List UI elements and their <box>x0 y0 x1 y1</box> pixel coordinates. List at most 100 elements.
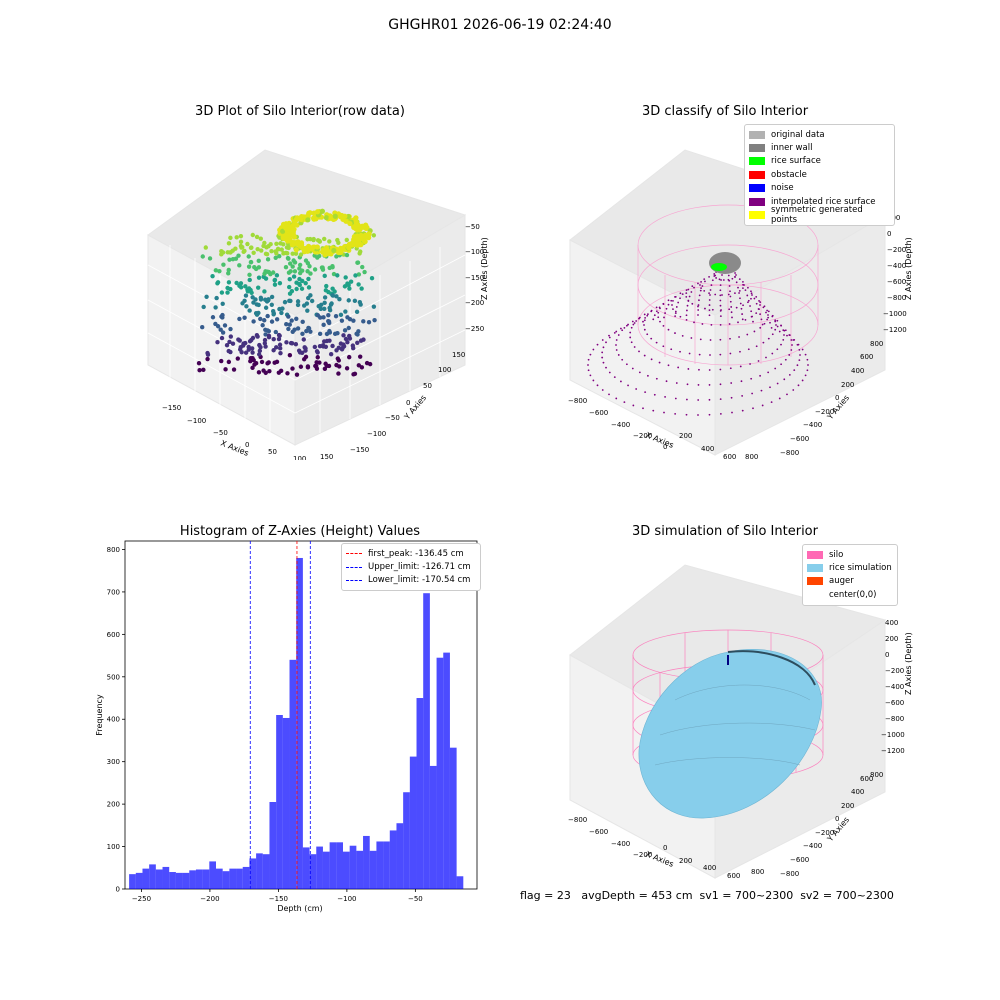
legend-item: Upper_limit: -126.71 cm <box>346 560 476 573</box>
classify-y-tick: −200 <box>815 408 834 416</box>
raw-x-tick: 150 <box>320 453 333 460</box>
raw-point <box>230 256 236 262</box>
histogram-x-tick-label: −100 <box>337 895 356 903</box>
raw-point <box>196 360 202 366</box>
interpolated-point <box>665 380 668 383</box>
raw-point <box>305 365 311 370</box>
raw-point <box>258 236 263 241</box>
raw-point <box>284 322 289 327</box>
simulation-z-tick: −1000 <box>881 731 905 739</box>
histogram-bar <box>289 659 297 889</box>
interpolated-point <box>657 316 660 319</box>
raw-point <box>292 269 298 274</box>
raw-point <box>222 323 228 328</box>
simulation-3d-plot: −800 −600 −400 −200 0 200 400 600 800 X … <box>568 564 913 880</box>
interpolated-point <box>698 353 701 356</box>
raw-point <box>344 366 350 371</box>
raw-point <box>291 274 297 279</box>
raw-point <box>297 262 303 268</box>
raw-point <box>336 345 341 351</box>
interpolated-point <box>665 307 668 310</box>
interpolated-point <box>699 284 701 286</box>
raw-point <box>317 331 323 337</box>
raw-point <box>278 368 284 374</box>
interpolated-point <box>592 348 595 351</box>
simulation-plot-title: 3D simulation of Silo Interior <box>632 524 818 539</box>
interpolated-point <box>686 383 689 386</box>
raw-point <box>234 280 239 286</box>
interpolated-point <box>786 393 788 396</box>
legend-swatch <box>749 184 765 193</box>
raw-point <box>256 275 262 280</box>
raw-point <box>326 319 332 324</box>
raw-point <box>367 361 373 367</box>
raw-point <box>328 215 334 221</box>
interpolated-point <box>646 333 649 336</box>
legend-swatch <box>807 590 823 599</box>
interpolated-point <box>652 409 655 412</box>
raw-point <box>286 256 291 261</box>
interpolated-point <box>698 299 700 302</box>
raw-y-label: Y Axies <box>402 393 428 422</box>
raw-point <box>351 372 356 377</box>
raw-point <box>315 350 320 355</box>
interpolated-point <box>686 309 688 312</box>
histogram-bar <box>162 866 170 889</box>
interpolated-point <box>644 316 647 319</box>
simulation-z-tick: −1200 <box>881 747 905 755</box>
interpolated-point <box>655 341 658 344</box>
raw-point <box>210 273 215 279</box>
raw-point <box>312 267 318 272</box>
classify-x-tick: 800 <box>745 453 758 461</box>
interpolated-point <box>739 350 741 353</box>
interpolated-point <box>655 377 658 380</box>
raw-point-cloud <box>196 208 377 377</box>
interpolated-point <box>729 290 731 293</box>
raw-point <box>283 225 289 231</box>
raw-point <box>337 249 343 255</box>
raw-point <box>247 272 252 278</box>
interpolated-point <box>755 345 758 348</box>
interpolated-point <box>719 368 722 371</box>
raw-point <box>356 282 361 287</box>
legend-swatch <box>749 211 765 220</box>
raw-point <box>271 312 276 317</box>
simulation-z-tick: 400 <box>885 619 898 627</box>
raw-point <box>265 313 270 319</box>
raw-point <box>334 294 339 299</box>
interpolated-point <box>596 384 599 387</box>
interpolated-point <box>587 369 590 372</box>
raw-point <box>269 248 274 254</box>
raw-point <box>326 363 332 369</box>
raw-point <box>214 295 219 301</box>
interpolated-point <box>677 366 680 369</box>
interpolated-point <box>774 367 777 370</box>
interpolated-point <box>691 302 694 305</box>
interpolated-point <box>615 344 617 346</box>
raw-point <box>347 336 353 341</box>
raw-point <box>285 371 290 376</box>
interpolated-point <box>672 308 674 311</box>
interpolated-point <box>685 292 688 295</box>
raw-point <box>348 279 354 284</box>
simulation-x-ticks: −800 −600 −400 −200 0 200 400 600 800 <box>568 816 764 880</box>
raw-point <box>251 319 256 324</box>
classify-z-label: Z Axies (Depth) <box>904 237 913 300</box>
histogram-bar <box>336 842 343 889</box>
classify-y-tick: 600 <box>860 353 873 361</box>
raw-point <box>351 318 356 323</box>
raw-point <box>271 348 276 353</box>
interpolated-point <box>621 358 624 361</box>
interpolated-point <box>697 304 700 306</box>
raw-point <box>274 241 279 247</box>
simulation-x-tick: −800 <box>568 816 587 824</box>
raw-z-tick: −150 <box>465 274 484 282</box>
raw-x-tick: −150 <box>162 404 181 412</box>
raw-point <box>295 299 301 304</box>
interpolated-point <box>655 310 658 313</box>
simulation-x-tick: 200 <box>679 857 692 865</box>
interpolated-point <box>701 323 704 325</box>
raw-point <box>342 213 348 219</box>
raw-point <box>259 359 265 365</box>
raw-point <box>246 254 251 259</box>
